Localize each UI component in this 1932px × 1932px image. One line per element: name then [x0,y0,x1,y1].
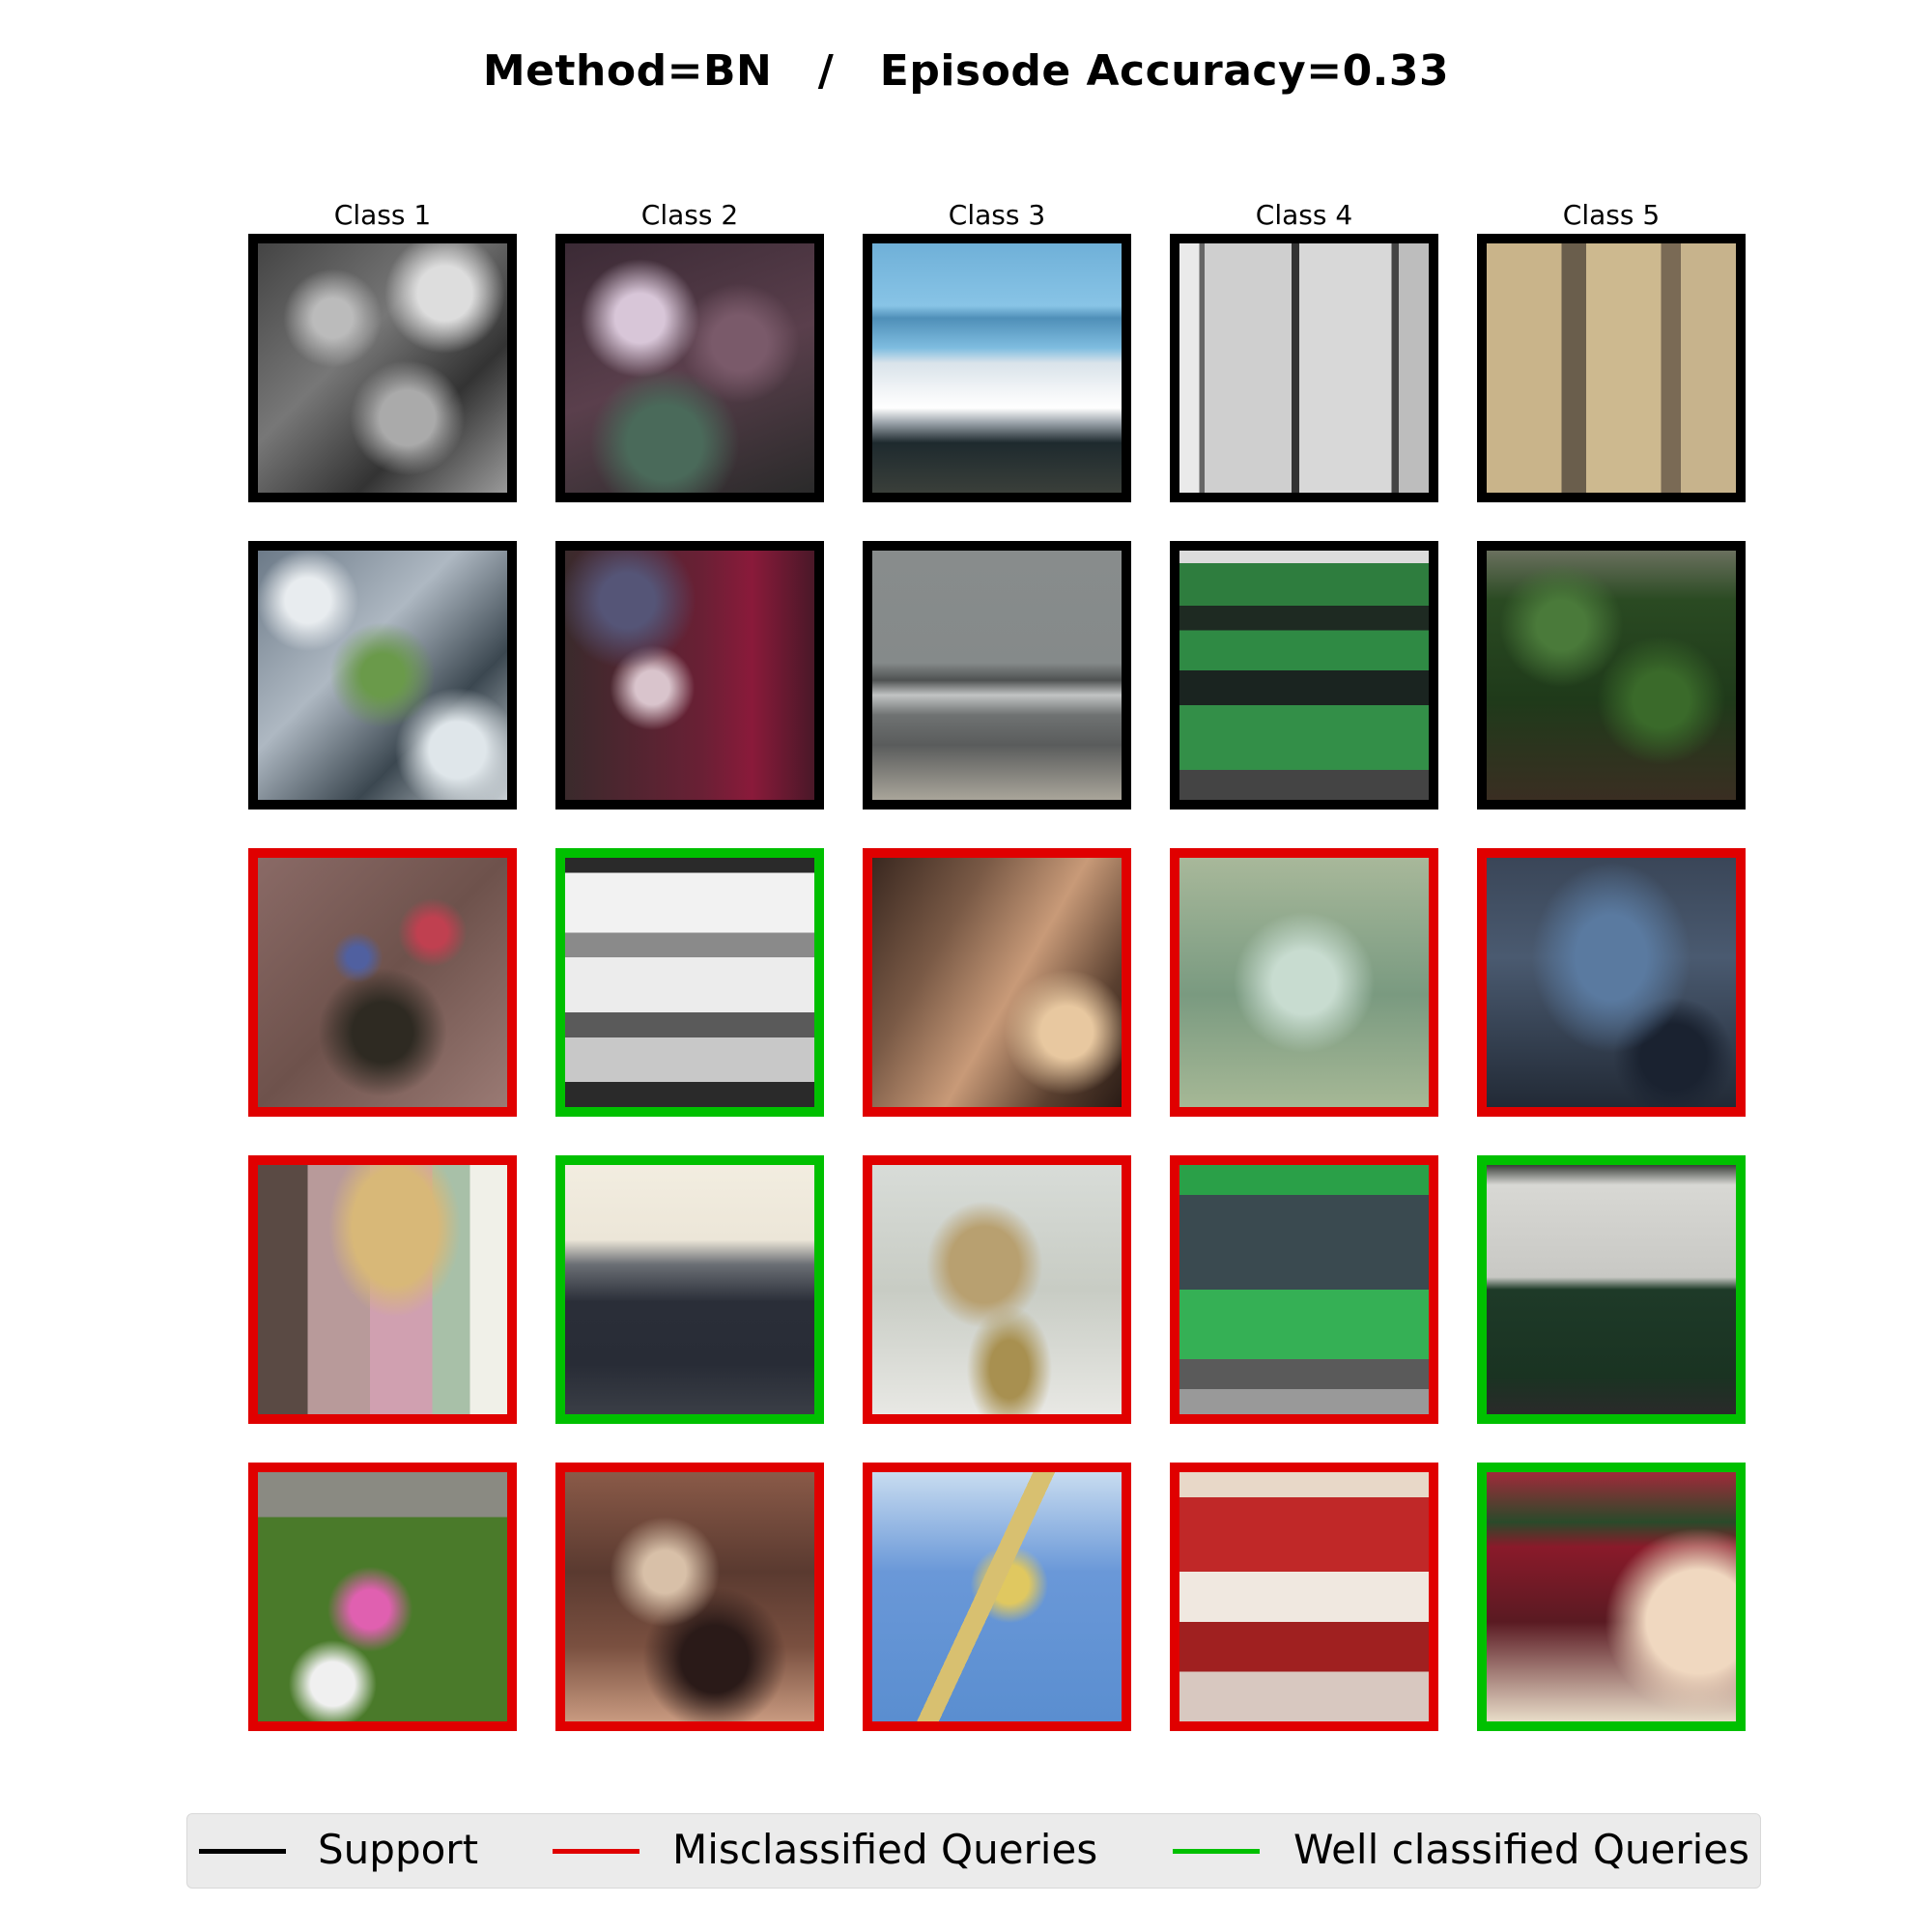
legend-misclassified-line [553,1849,639,1854]
misclassified-image-r5-c4 [1170,1463,1438,1731]
column-label-class-1: Class 1 [333,199,432,231]
misclassified-image-r4-c3 [863,1155,1131,1424]
thumbnail-bike-basket [258,1165,507,1414]
support-image-r1-c3 [863,234,1131,502]
thumbnail-blurred-sage [1179,858,1429,1107]
thumbnail-blurred-grey [258,243,507,493]
misclassified-image-r3-c5 [1477,848,1746,1117]
thumbnail-bus-door-bw [1179,243,1429,493]
thumbnail-plane-sky [872,1472,1122,1721]
thumbnail-blurred-maroon [565,551,814,800]
column-label-class-3: Class 3 [948,199,1046,231]
support-image-r2-c4 [1170,541,1438,810]
legend-support-line [199,1849,286,1854]
support-image-r2-c3 [863,541,1131,810]
support-image-r1-c2 [555,234,824,502]
misclassified-image-r5-c2 [555,1463,824,1731]
support-image-r1-c4 [1170,234,1438,502]
support-image-r2-c2 [555,541,824,810]
thumbnail-plane-museum [872,1165,1122,1414]
thumbnail-pink-bike-grass [258,1472,507,1721]
support-image-r2-c1 [248,541,517,810]
thumbnail-blurred-grey-plane [872,551,1122,800]
thumbnail-blurred-purple [565,243,814,493]
thumbnail-blurred-dark-green [1487,551,1736,800]
support-image-r1-c5 [1477,234,1746,502]
well-classified-image-r3-c2 [555,848,824,1117]
thumbnail-blurred-brown [565,1472,814,1721]
thumbnail-blurred-cream-dark [565,1165,814,1414]
misclassified-image-r3-c1 [248,848,517,1117]
legend-support-label: Support [318,1826,479,1873]
misclassified-image-r4-c1 [248,1155,517,1424]
column-label-class-2: Class 2 [640,199,739,231]
thumbnail-blurred-white-van [565,858,814,1107]
thumbnail-blurred-car-green [258,551,507,800]
misclassified-image-r3-c4 [1170,848,1438,1117]
thumbnail-red-jeep [1487,1472,1736,1721]
thumbnail-blue-suv [1487,858,1736,1107]
thumbnail-airport-plane [872,243,1122,493]
column-label-class-5: Class 5 [1562,199,1661,231]
well-classified-image-r4-c2 [555,1155,824,1424]
thumbnail-land-rover [1487,1165,1736,1414]
misclassified-image-r3-c3 [863,848,1131,1117]
legend-well-classified-label: Well classified Queries [1293,1826,1750,1873]
legend: Support Misclassified Queries Well class… [186,1813,1761,1889]
figure-title: Method=BN / Episode Accuracy=0.33 [482,46,1450,96]
legend-well-classified-line [1173,1849,1260,1854]
misclassified-image-r4-c4 [1170,1155,1438,1424]
thumbnail-green-double-decker [1179,551,1429,800]
misclassified-image-r5-c3 [863,1463,1131,1731]
support-image-r2-c5 [1477,541,1746,810]
thumbnail-green-bus [1179,1165,1429,1414]
well-classified-image-r4-c5 [1477,1155,1746,1424]
thumbnail-blurred-tan-tree [1487,243,1736,493]
misclassified-image-r5-c1 [248,1463,517,1731]
thumbnail-red-bus-crowd [1179,1472,1429,1721]
legend-misclassified-label: Misclassified Queries [672,1826,1098,1873]
thumbnail-plane-stairs [872,858,1122,1107]
well-classified-image-r5-c5 [1477,1463,1746,1731]
column-label-class-4: Class 4 [1255,199,1353,231]
thumbnail-bikes-pile [258,858,507,1107]
support-image-r1-c1 [248,234,517,502]
